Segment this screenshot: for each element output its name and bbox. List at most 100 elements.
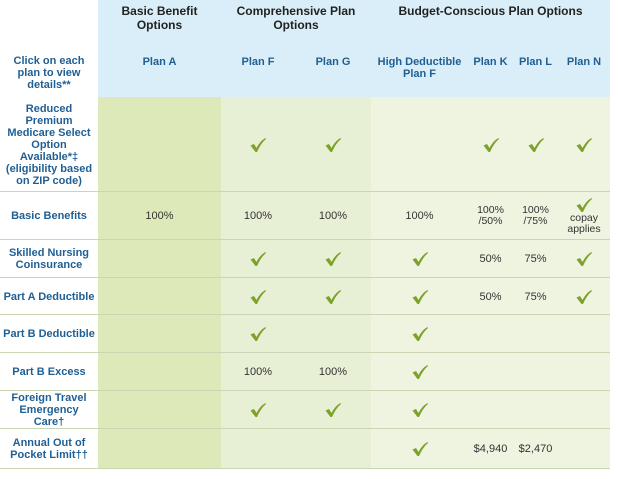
plan-n-cell: [558, 240, 610, 278]
check-icon: [576, 137, 592, 152]
high-deductible-plan-f-cell: [371, 240, 468, 278]
plan-g-cell: [295, 315, 371, 353]
row-divider: [0, 352, 610, 353]
plan-n-cell: [558, 429, 610, 469]
plan-l-cell: [513, 391, 558, 429]
plan-l-cell: [513, 315, 558, 353]
row-divider: [0, 428, 610, 429]
basic-benefit-options-header: Basic Benefit Options: [98, 0, 221, 47]
plan-g-link[interactable]: Plan G: [295, 47, 371, 97]
plan-f-cell: [221, 240, 295, 278]
plan-f-cell: 100%: [221, 353, 295, 391]
plan-l-cell: [513, 97, 558, 192]
plan-k-cell: 50%: [468, 278, 513, 315]
plan-l-cell: 75%: [513, 240, 558, 278]
check-icon: [250, 252, 266, 266]
cell-value: 75%: [524, 253, 547, 265]
benefit-row: Part B Deductible: [0, 315, 610, 353]
plan-g-cell: [295, 278, 371, 315]
check-icon: [576, 198, 592, 212]
plan-n-cell: copay applies: [558, 192, 610, 240]
benefit-label: Foreign Travel Emergency Care†: [0, 391, 98, 429]
plan-a-cell: [98, 353, 221, 391]
check-icon: [250, 137, 266, 152]
high-deductible-plan-f-cell: [371, 391, 468, 429]
cell-value: 100%: [405, 210, 434, 222]
plan-l-cell: 75%: [513, 278, 558, 315]
cell-value: 75%: [524, 290, 547, 303]
plan-f-cell: 100%: [221, 192, 295, 240]
benefit-label: Skilled Nursing Coinsurance: [0, 240, 98, 278]
plan-n-cell: [558, 278, 610, 315]
benefit-label: Annual Out of Pocket Limit††: [0, 429, 98, 469]
plan-a-cell: [98, 240, 221, 278]
cell-value: 100%: [318, 366, 348, 378]
check-icon: [576, 252, 592, 266]
plan-g-cell: [295, 240, 371, 278]
high-deductible-plan-f-link[interactable]: High Deductible Plan F: [371, 47, 468, 97]
plan-n-cell: [558, 97, 610, 192]
plan-a-cell: 100%: [98, 192, 221, 240]
plan-n-link[interactable]: Plan N: [558, 47, 610, 97]
check-icon: [483, 137, 499, 152]
cell-value: 100% /75%: [522, 204, 549, 227]
row-divider: [0, 191, 610, 192]
plan-k-cell: [468, 97, 513, 192]
plan-f-cell: [221, 315, 295, 353]
plan-l-cell: [513, 353, 558, 391]
check-icon: [325, 403, 341, 417]
plan-f-link[interactable]: Plan F: [221, 47, 295, 97]
cell-value: 100% /50%: [477, 204, 504, 227]
plan-k-cell: [468, 353, 513, 391]
high-deductible-plan-f-cell: [371, 315, 468, 353]
check-icon: [412, 252, 428, 266]
plan-g-cell: [295, 429, 371, 469]
check-icon: [412, 403, 428, 417]
check-icon: [325, 252, 341, 266]
plan-a-cell: [98, 315, 221, 353]
plan-l-cell: $2,470: [513, 429, 558, 469]
plan-n-cell: [558, 391, 610, 429]
plan-a-cell: [98, 429, 221, 469]
plan-k-cell: [468, 315, 513, 353]
benefit-label: Part A Deductible: [0, 278, 98, 315]
plan-a-link[interactable]: Plan A: [98, 47, 221, 97]
plan-a-cell: [98, 278, 221, 315]
check-icon: [412, 289, 428, 304]
check-icon: [250, 327, 266, 341]
check-icon: [250, 289, 266, 304]
plan-g-cell: 100%: [295, 353, 371, 391]
row-divider: [0, 314, 610, 315]
benefit-row: Annual Out of Pocket Limit†† $4,940 $2,470: [0, 429, 610, 469]
budget-conscious-plan-options-header: Budget-Conscious Plan Options: [371, 0, 610, 47]
benefit-row: Skilled Nursing Coinsurance 50% 75%: [0, 240, 610, 278]
cell-value: 50%: [479, 253, 502, 265]
benefit-row: Part B Excess 100% 100%: [0, 353, 610, 391]
benefit-label: Basic Benefits: [0, 192, 98, 240]
high-deductible-plan-f-cell: [371, 97, 468, 192]
benefit-row: Reduced Premium Medicare Select Option A…: [0, 97, 610, 192]
high-deductible-plan-f-cell: [371, 278, 468, 315]
cell-value: 100%: [145, 210, 174, 222]
high-deductible-plan-f-cell: [371, 353, 468, 391]
comprehensive-plan-options-header: Comprehensive Plan Options: [221, 0, 371, 47]
benefit-row: Basic Benefits 100% 100% 100% 100% 100% /50% 1…: [0, 192, 610, 240]
plan-k-cell: 100% /50%: [468, 192, 513, 240]
benefit-row: Part A Deductible 50% 75%: [0, 278, 610, 315]
plan-l-link[interactable]: Plan L: [513, 47, 558, 97]
plan-a-cell: [98, 391, 221, 429]
plan-k-link[interactable]: Plan K: [468, 47, 513, 97]
plan-a-cell: [98, 97, 221, 192]
benefit-label: Reduced Premium Medicare Select Option A…: [0, 97, 98, 192]
benefit-label: Part B Excess: [0, 353, 98, 391]
check-icon: [325, 137, 341, 152]
check-icon: [250, 403, 266, 417]
check-icon: [412, 327, 428, 341]
high-deductible-plan-f-cell: 100%: [371, 192, 468, 240]
row-divider: [0, 277, 610, 278]
benefit-row: Foreign Travel Emergency Care†: [0, 391, 610, 429]
plan-f-cell: [221, 429, 295, 469]
check-icon: [412, 365, 428, 379]
instruction-label: Click on each plan to view details**: [0, 47, 98, 97]
